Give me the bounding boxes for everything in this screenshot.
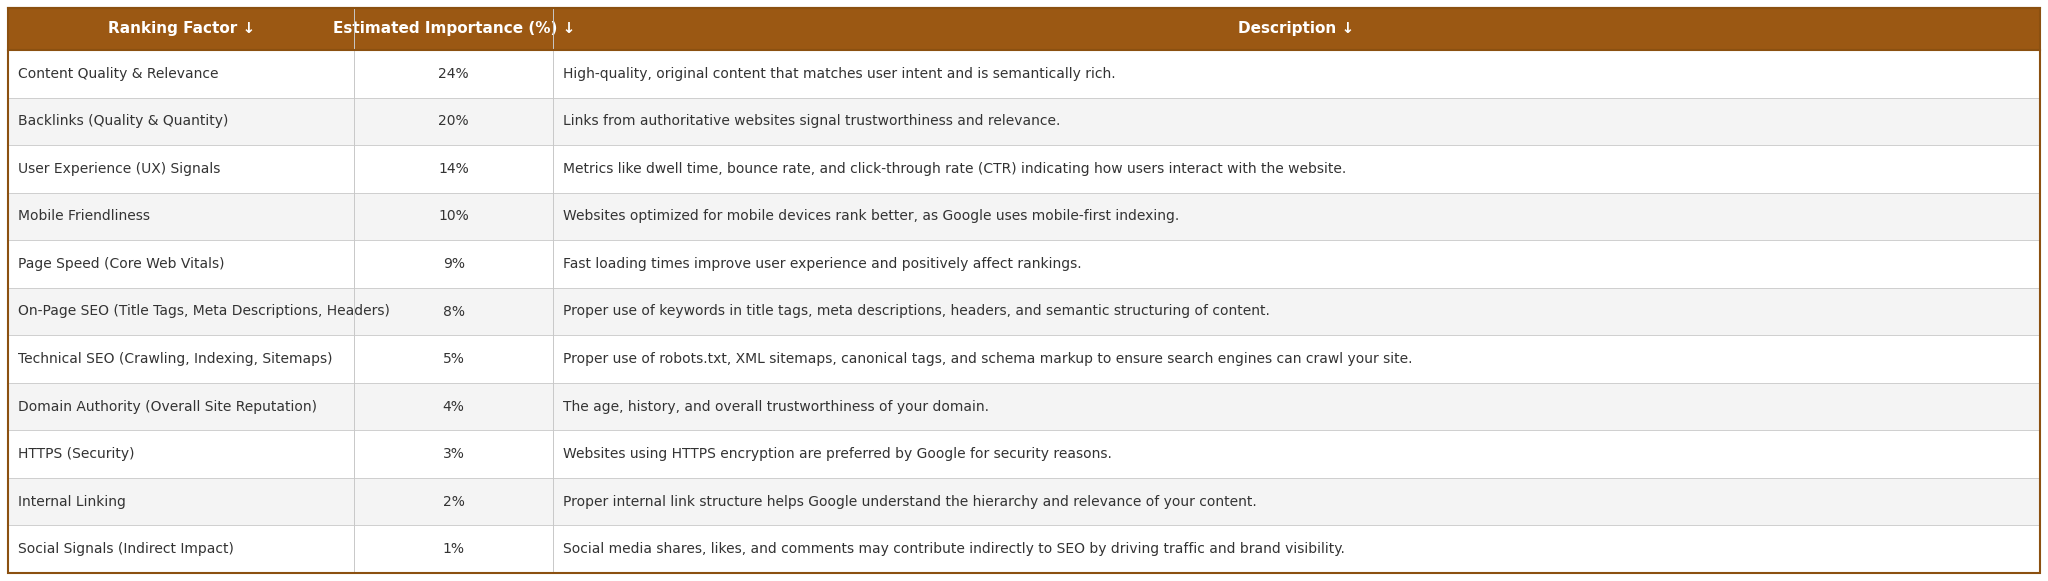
Text: 14%: 14%	[438, 162, 469, 176]
Bar	[8, 288, 2040, 335]
Text: 4%: 4%	[442, 400, 465, 414]
Bar	[8, 383, 2040, 431]
Bar	[8, 478, 2040, 525]
Text: Proper use of robots.txt, XML sitemaps, canonical tags, and schema markup to ens: Proper use of robots.txt, XML sitemaps, …	[563, 352, 1413, 366]
Text: Internal Linking: Internal Linking	[18, 494, 125, 509]
Text: Mobile Friendliness: Mobile Friendliness	[18, 209, 150, 224]
Text: 1%: 1%	[442, 542, 465, 556]
Text: Websites using HTTPS encryption are preferred by Google for security reasons.: Websites using HTTPS encryption are pref…	[563, 447, 1112, 461]
Text: Estimated Importance (%) ↓: Estimated Importance (%) ↓	[332, 21, 575, 37]
Bar	[8, 145, 2040, 193]
Text: 20%: 20%	[438, 114, 469, 128]
Text: Social media shares, likes, and comments may contribute indirectly to SEO by dri: Social media shares, likes, and comments…	[563, 542, 1346, 556]
Text: Proper internal link structure helps Google understand the hierarchy and relevan: Proper internal link structure helps Goo…	[563, 494, 1257, 509]
Text: Description ↓: Description ↓	[1239, 21, 1354, 37]
Text: Backlinks (Quality & Quantity): Backlinks (Quality & Quantity)	[18, 114, 229, 128]
Bar	[8, 8, 2040, 50]
Bar	[8, 98, 2040, 145]
Text: 3%: 3%	[442, 447, 465, 461]
Bar	[8, 50, 2040, 98]
Bar	[8, 525, 2040, 573]
Bar	[8, 431, 2040, 478]
Text: Domain Authority (Overall Site Reputation): Domain Authority (Overall Site Reputatio…	[18, 400, 317, 414]
Text: High-quality, original content that matches user intent and is semantically rich: High-quality, original content that matc…	[563, 67, 1116, 81]
Text: Links from authoritative websites signal trustworthiness and relevance.: Links from authoritative websites signal…	[563, 114, 1061, 128]
Text: Technical SEO (Crawling, Indexing, Sitemaps): Technical SEO (Crawling, Indexing, Sitem…	[18, 352, 332, 366]
Text: Social Signals (Indirect Impact): Social Signals (Indirect Impact)	[18, 542, 233, 556]
Text: 9%: 9%	[442, 257, 465, 271]
Bar	[8, 335, 2040, 383]
Text: 8%: 8%	[442, 304, 465, 318]
Bar	[8, 193, 2040, 240]
Text: 5%: 5%	[442, 352, 465, 366]
Text: HTTPS (Security): HTTPS (Security)	[18, 447, 135, 461]
Text: 10%: 10%	[438, 209, 469, 224]
Text: Proper use of keywords in title tags, meta descriptions, headers, and semantic s: Proper use of keywords in title tags, me…	[563, 304, 1270, 318]
Text: Metrics like dwell time, bounce rate, and click-through rate (CTR) indicating ho: Metrics like dwell time, bounce rate, an…	[563, 162, 1346, 176]
Text: Page Speed (Core Web Vitals): Page Speed (Core Web Vitals)	[18, 257, 225, 271]
Text: Content Quality & Relevance: Content Quality & Relevance	[18, 67, 219, 81]
Text: Websites optimized for mobile devices rank better, as Google uses mobile-first i: Websites optimized for mobile devices ra…	[563, 209, 1180, 224]
Text: On-Page SEO (Title Tags, Meta Descriptions, Headers): On-Page SEO (Title Tags, Meta Descriptio…	[18, 304, 389, 318]
Bar	[8, 240, 2040, 288]
Text: The age, history, and overall trustworthiness of your domain.: The age, history, and overall trustworth…	[563, 400, 989, 414]
Text: 2%: 2%	[442, 494, 465, 509]
Text: Ranking Factor ↓: Ranking Factor ↓	[109, 21, 254, 37]
Text: Fast loading times improve user experience and positively affect rankings.: Fast loading times improve user experien…	[563, 257, 1081, 271]
Text: 24%: 24%	[438, 67, 469, 81]
Text: User Experience (UX) Signals: User Experience (UX) Signals	[18, 162, 221, 176]
